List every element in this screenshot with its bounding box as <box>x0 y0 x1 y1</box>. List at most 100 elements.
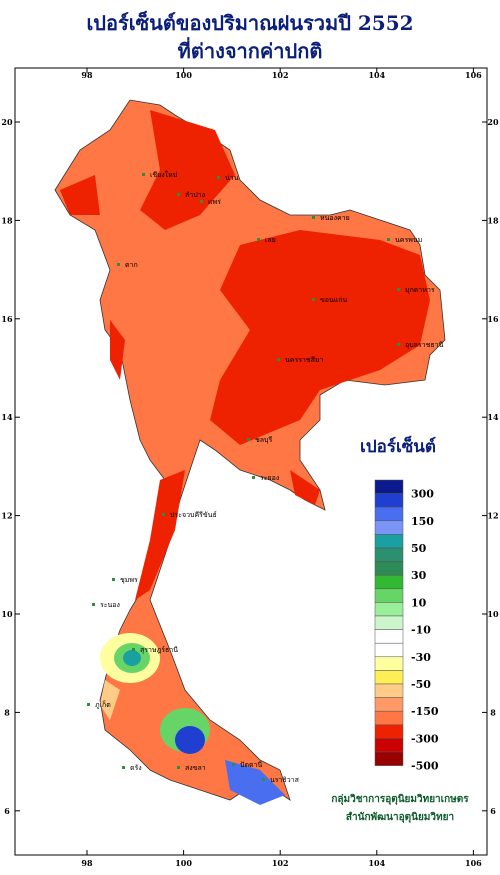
legend-swatch <box>374 615 404 630</box>
legend-label: -500 <box>411 760 439 773</box>
legend-swatch <box>374 710 404 726</box>
lat-label: 14 <box>1 412 13 422</box>
title: เปอร์เซ็นต์ของปริมาณฝนรวมปี 2552 <box>86 10 413 35</box>
place-dot <box>87 703 90 706</box>
lat-label: 16 <box>487 314 499 324</box>
legend: เปอร์เซ็นต์ 300 150 50 30 10 -10 -30 -50 -150 -30… <box>360 434 439 773</box>
lon-label: 102 <box>272 70 289 80</box>
legend-label: -300 <box>411 732 439 745</box>
lon-label: 98 <box>81 70 93 80</box>
lon-label: 106 <box>465 858 482 868</box>
place-label: นครราชสีมา <box>285 356 324 364</box>
lon-label: 100 <box>175 70 192 80</box>
place-label: ระยอง <box>260 474 279 482</box>
red-area <box>210 230 430 445</box>
place-label: แพร่ <box>208 198 221 206</box>
place-label: ภูเก็ต <box>95 700 111 709</box>
place-dot <box>277 358 280 361</box>
place-label: เชียงใหม่ <box>150 170 177 179</box>
legend-label: -30 <box>411 651 431 664</box>
lat-label: 20 <box>487 117 499 127</box>
subtitle: ที่ต่างจากค่าปกติ <box>178 36 323 63</box>
land <box>54 99 446 805</box>
place-dot <box>132 648 135 651</box>
lon-label: 100 <box>175 858 192 868</box>
place-dot <box>397 343 400 346</box>
place-dot <box>117 263 120 266</box>
place-dot <box>247 438 250 441</box>
legend-swatch <box>374 697 404 712</box>
legend-swatch <box>374 493 404 508</box>
lat-label: 18 <box>1 215 13 225</box>
legend-swatch <box>374 683 404 698</box>
legend-swatch <box>374 656 404 671</box>
place-dot <box>312 298 315 301</box>
credit: กลุ่มวิชาการอุตุนิยมวิทยาเกษตร <box>331 793 469 805</box>
legend-swatch <box>374 520 404 535</box>
legend-label: 10 <box>411 596 427 609</box>
rain-area <box>175 726 205 754</box>
place-dot <box>162 513 165 516</box>
lon-label: 102 <box>272 858 289 868</box>
lat-label: 6 <box>490 806 496 816</box>
place-dot <box>177 766 180 769</box>
legend-swatch <box>374 547 404 562</box>
place-label: เลย <box>265 236 276 244</box>
place-label: ปัตตานี <box>240 761 262 769</box>
legend-label: 300 <box>411 488 434 501</box>
legend-swatch <box>374 751 404 766</box>
place-label: นราธิวาส <box>270 776 300 784</box>
place-dot <box>112 578 115 581</box>
legend-swatch <box>374 534 404 549</box>
legend-swatch <box>374 629 404 644</box>
place-label: ชุมพร <box>120 576 138 584</box>
place-dot <box>92 603 95 606</box>
place-dot <box>257 238 260 241</box>
legend-swatch <box>374 574 404 590</box>
legend-label: 30 <box>411 569 427 582</box>
lat-label: 10 <box>1 609 13 619</box>
place-dot <box>217 176 220 179</box>
legend-label: -150 <box>411 705 439 718</box>
place-dot <box>177 193 180 196</box>
lat-label: 16 <box>1 314 13 324</box>
place-label: สุราษฎร์ธานี <box>140 646 178 654</box>
place-label: สงขลา <box>185 764 206 772</box>
lat-label: 6 <box>4 806 10 816</box>
legend-title: เปอร์เซ็นต์ <box>360 434 436 457</box>
place-label: ตรัง <box>130 764 142 772</box>
legend-swatch <box>374 642 404 658</box>
legend-swatch <box>374 602 404 617</box>
place-dot <box>262 778 265 781</box>
place-dot <box>312 216 315 219</box>
place-dot <box>397 288 400 291</box>
place-label: ชลบุรี <box>255 436 272 444</box>
place-dot <box>142 173 145 176</box>
place-label: น่าน <box>225 174 239 182</box>
place-dot <box>200 200 203 203</box>
credit: สำนักพัฒนาอุตุนิยมวิทยา <box>346 811 454 823</box>
place-label: ตาก <box>125 261 138 269</box>
place-label: ลำปาง <box>185 191 205 199</box>
legend-label: -50 <box>411 678 431 691</box>
rain-area <box>123 650 141 666</box>
place-label: ขอนแก่น <box>320 296 348 304</box>
legend-swatch <box>374 670 404 685</box>
lat-label: 10 <box>487 609 499 619</box>
rain-area <box>225 760 285 805</box>
legend-swatch <box>374 561 404 576</box>
red-area <box>140 110 235 230</box>
legend-swatch <box>374 506 404 522</box>
lon-label: 106 <box>465 70 482 80</box>
lat-label: 20 <box>1 117 13 127</box>
legend-swatch <box>374 479 404 494</box>
legend-swatch <box>374 588 404 603</box>
lat-label: 8 <box>490 707 496 717</box>
legend-swatch <box>374 738 404 753</box>
place-label: นครพนม <box>395 236 422 244</box>
place-label: หนองคาย <box>320 214 350 222</box>
place-label: มุกดาหาร <box>405 286 435 294</box>
lat-label: 14 <box>487 412 499 422</box>
lat-label: 8 <box>4 707 10 717</box>
